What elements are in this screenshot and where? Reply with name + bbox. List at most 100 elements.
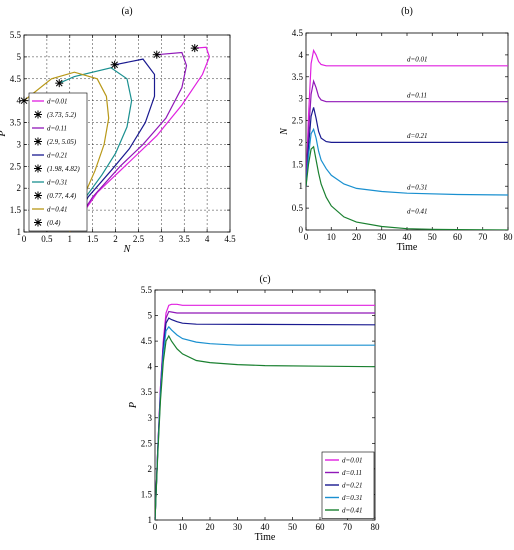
series-line-d031 [306,127,508,196]
y-tick-label: 4 [17,96,22,106]
legend-label: (3.73, 5.2) [47,111,77,119]
equilibrium-marker [20,96,28,105]
panel-title: (c) [259,274,270,285]
x-tick-label: 1 [68,234,73,244]
legend-label: d=0.01 [47,98,67,106]
y-axis-label: P [0,130,8,137]
x-tick-label: 0 [153,522,158,532]
y-tick-label: 2 [148,464,153,474]
curve-label: d=0.21 [407,132,427,140]
y-tick-label: 2.5 [292,116,304,126]
legend-label: d=0.41 [47,206,67,214]
panel-b: (b) 0 10 20 30 40 50 60 70 80 0 0.5 1 1.5 2 2.5 3 3.5 4 4.5… [279,6,513,253]
x-axis-label: N [123,244,132,255]
y-tick-label: 4 [299,50,304,60]
series-line-d031 [58,67,133,232]
x-tick-label: 50 [288,522,298,532]
legend-label: d=0.11 [47,125,67,133]
series-line-d001 [306,48,508,187]
x-tick-label: 30 [233,522,243,532]
panel-c: (c) 0 10 20 30 40 50 60 70 80 1 1.5 2 2.5 3 3.5 4 4.5 5 5.5… [128,274,380,543]
y-tick-label: 2 [17,183,22,193]
x-tick-label: 20 [352,232,362,242]
series-line-d001 [69,46,211,232]
x-tick-label: 3.5 [179,234,191,244]
legend-label: d=0.31 [47,179,67,187]
curve-label: d=0.31 [407,184,427,192]
x-tick-label: 20 [206,522,216,532]
y-tick-label: 1.5 [292,159,304,169]
series-line-d041 [155,334,375,520]
equilibrium-marker [110,60,119,69]
legend-marker [34,191,42,200]
legend-label: (1.98, 4.82) [47,165,80,173]
y-tick-label: 3.5 [141,387,153,397]
legend-marker [34,137,42,146]
x-tick-label: 3 [159,234,164,244]
x-axis-label: Time [255,532,276,543]
y-tick-label: 2.5 [10,161,22,171]
curve-label: d=0.01 [407,55,427,63]
y-tick-label: 4.5 [141,336,153,346]
x-tick-label: 4 [205,234,210,244]
legend-marker [34,218,42,227]
panel-title: (a) [121,6,132,17]
y-tick-label: 3.5 [292,72,304,82]
plot-frame [23,34,231,233]
y-tick-label: 2.5 [141,438,153,448]
x-tick-label: 10 [178,522,188,532]
x-tick-label: 4.5 [224,234,236,244]
y-tick-label: 4.5 [292,28,304,38]
legend-label: d=0.41 [342,507,362,515]
curve-label: d=0.41 [407,207,427,215]
y-tick-label: 4 [148,362,153,372]
y-tick-label: 3.5 [10,118,22,128]
legend-label: d=0.21 [342,482,362,490]
legend-marker [34,164,42,173]
x-tick-label: 2.5 [133,234,145,244]
y-tick-label: 5.5 [141,285,153,295]
x-tick-label: 2 [113,234,118,244]
y-tick-label: 1.5 [141,489,153,499]
legend: d=0.01 d=0.11 d=0.21 d=0.31 d=0.41 [321,451,375,519]
series-line-d021 [306,107,508,187]
x-tick-label: 10 [327,232,337,242]
panel-title: (b) [401,6,413,17]
y-tick-label: 3 [148,413,153,423]
x-tick-label: 0 [304,232,309,242]
y-tick-label: 3 [17,139,22,149]
legend-marker [34,110,42,119]
curve-label: d=0.11 [407,91,427,99]
x-tick-label: 1.5 [87,234,99,244]
legend-label: d=0.11 [342,469,362,477]
y-tick-label: 5.5 [10,30,22,40]
x-tick-label: 40 [403,232,413,242]
y-tick-label: 1.5 [10,205,22,215]
y-tick-label: 1 [148,515,153,525]
x-tick-label: 40 [261,522,271,532]
y-tick-label: 1 [299,181,304,191]
x-tick-label: 0 [22,234,27,244]
x-tick-label: 70 [478,232,488,242]
x-tick-label: 60 [453,232,463,242]
y-tick-label: 2 [299,137,304,147]
x-tick-label: 80 [371,522,381,532]
series-line-d011 [69,51,188,232]
legend-label: (2.9, 5.05) [47,138,77,146]
equilibrium-marker [190,44,199,53]
legend-box [28,92,88,232]
y-tick-label: 3 [299,94,304,104]
series-line-d021 [69,58,156,232]
legend-label: d=0.31 [342,494,362,502]
y-axis-label: N [279,127,290,136]
legend: d=0.01 (3.73, 5.2) d=0.11 (2.9, 5.05) d=0.21… [28,92,88,232]
x-axis-label: Time [397,242,418,253]
x-tick-label: 60 [316,522,326,532]
x-tick-label: 80 [504,232,514,242]
y-tick-label: 1 [17,227,22,237]
x-tick-label: 70 [343,522,353,532]
y-tick-label: 0.5 [292,203,304,213]
y-tick-label: 5 [148,311,153,321]
legend-label: (0.77, 4.4) [47,192,77,200]
